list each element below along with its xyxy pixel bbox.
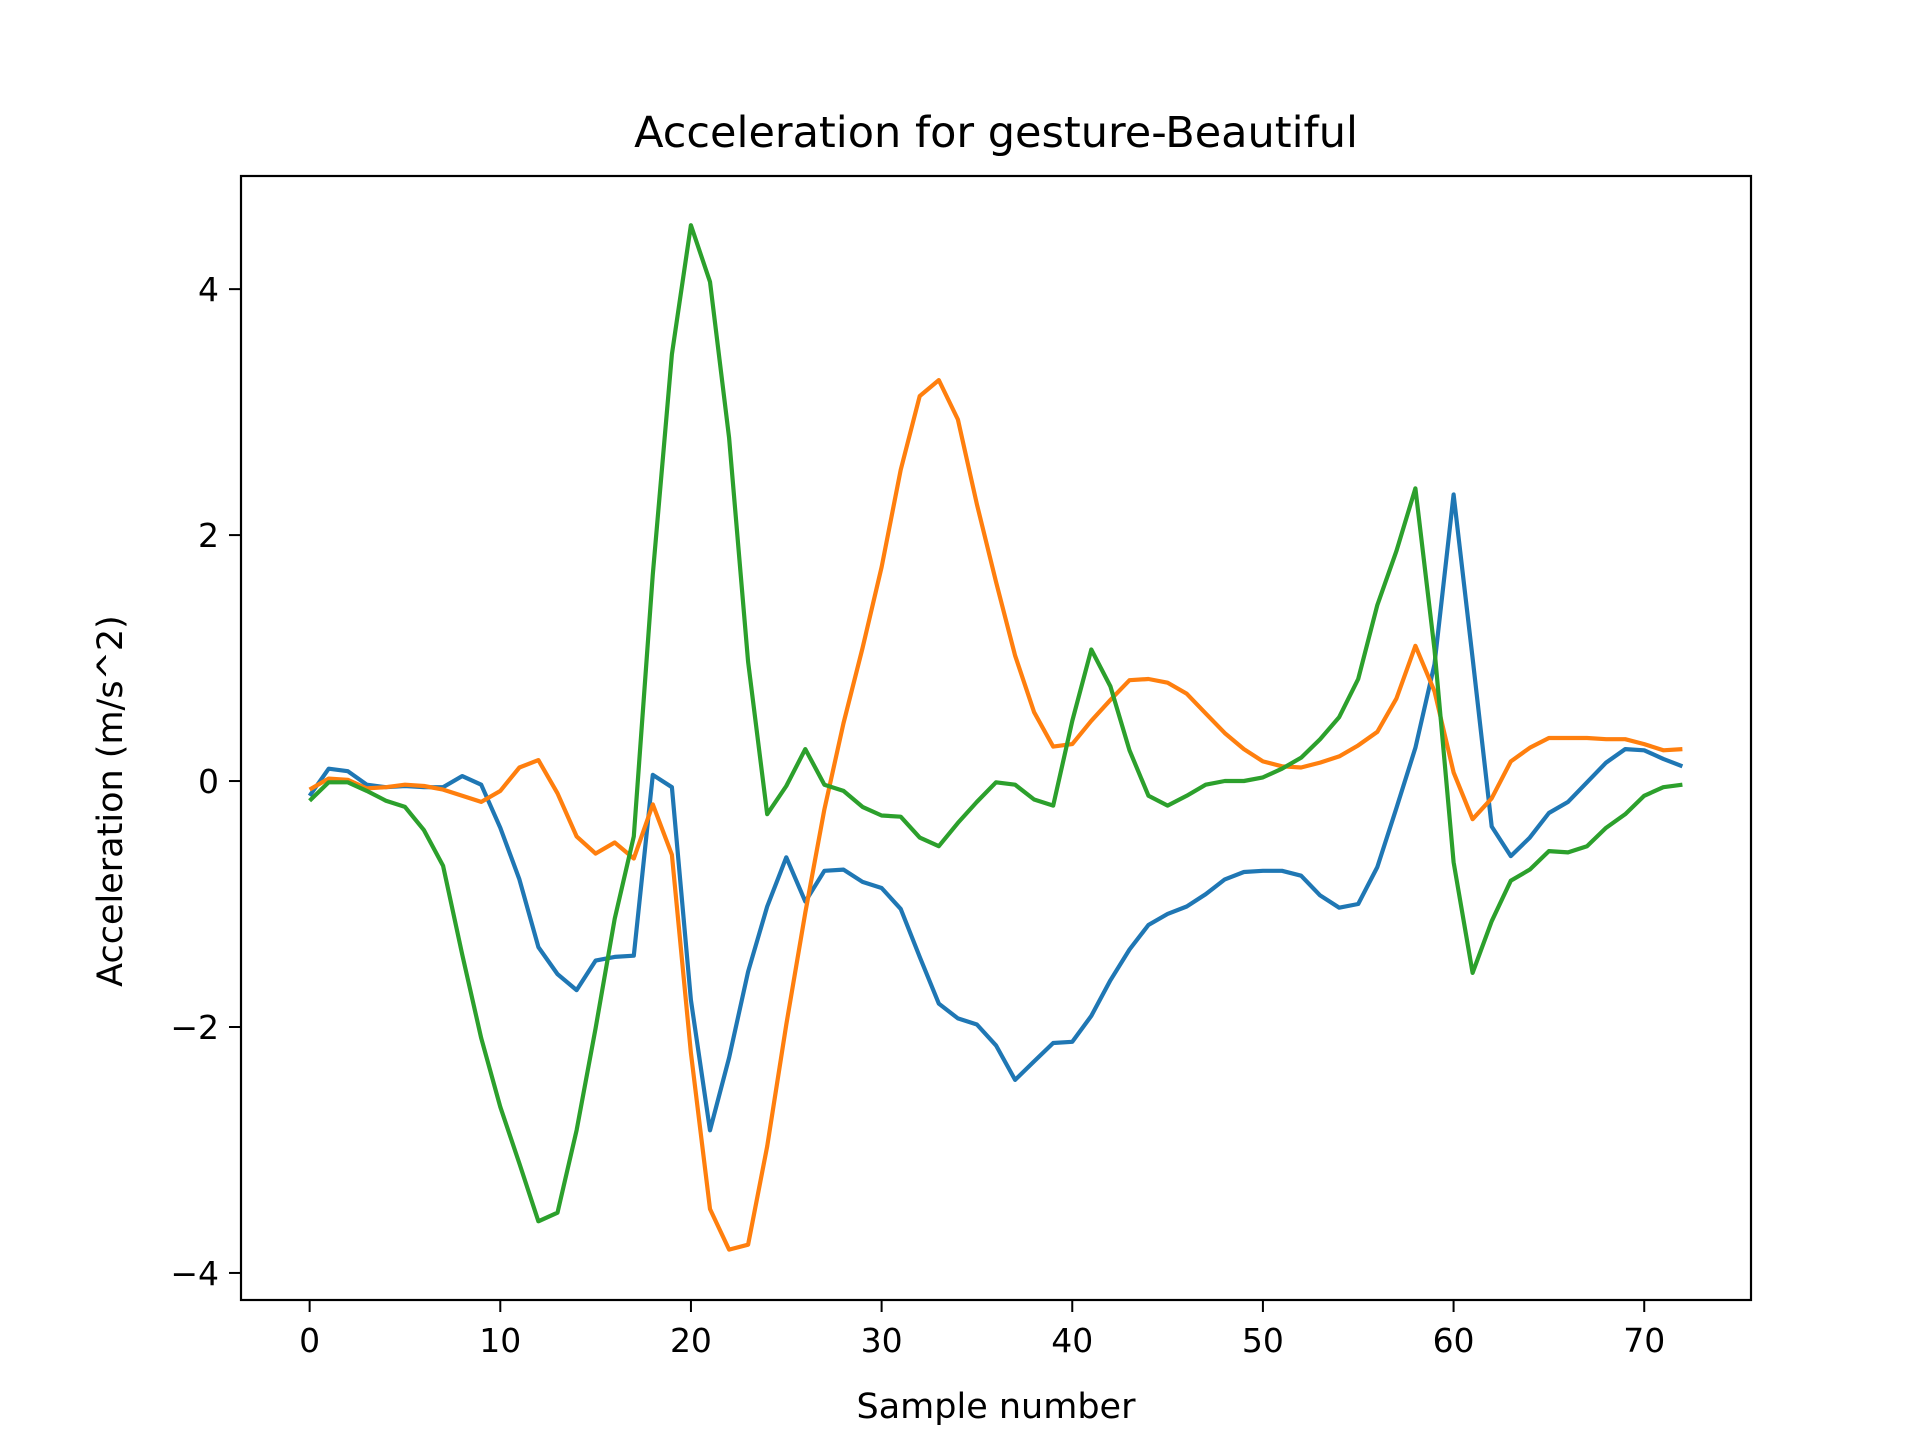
x-tick-label: 70 bbox=[1623, 1321, 1665, 1360]
x-axis-label: Sample number bbox=[857, 1387, 1137, 1427]
y-tick-label: 4 bbox=[198, 270, 219, 309]
x-tick-label: 40 bbox=[1051, 1321, 1093, 1360]
y-axis-label: Acceleration (m/s^2) bbox=[91, 615, 131, 987]
x-tick-label: 60 bbox=[1433, 1321, 1475, 1360]
series-line-1 bbox=[307, 492, 1684, 1133]
chart-title: Acceleration for gesture-Beautiful bbox=[634, 108, 1358, 158]
y-tick-label: 2 bbox=[198, 516, 219, 555]
x-tick-label: 50 bbox=[1242, 1321, 1284, 1360]
y-tick-label: 0 bbox=[198, 762, 219, 801]
series-layer bbox=[307, 223, 1684, 1252]
y-tick-label: −4 bbox=[170, 1254, 219, 1293]
plot-frame bbox=[239, 174, 1753, 1302]
series-line-2 bbox=[308, 378, 1683, 1252]
x-tick-label: 0 bbox=[299, 1321, 320, 1360]
x-tick-label: 30 bbox=[861, 1321, 903, 1360]
x-tick-label: 20 bbox=[670, 1321, 712, 1360]
series-line-3 bbox=[308, 223, 1683, 1224]
y-tick-label: −2 bbox=[170, 1008, 219, 1047]
x-axis: 0 10 20 30 40 50 60 70 bbox=[299, 1300, 1665, 1360]
x-tick-label: 10 bbox=[479, 1321, 521, 1360]
y-axis: −4 −2 0 2 4 bbox=[170, 270, 241, 1293]
